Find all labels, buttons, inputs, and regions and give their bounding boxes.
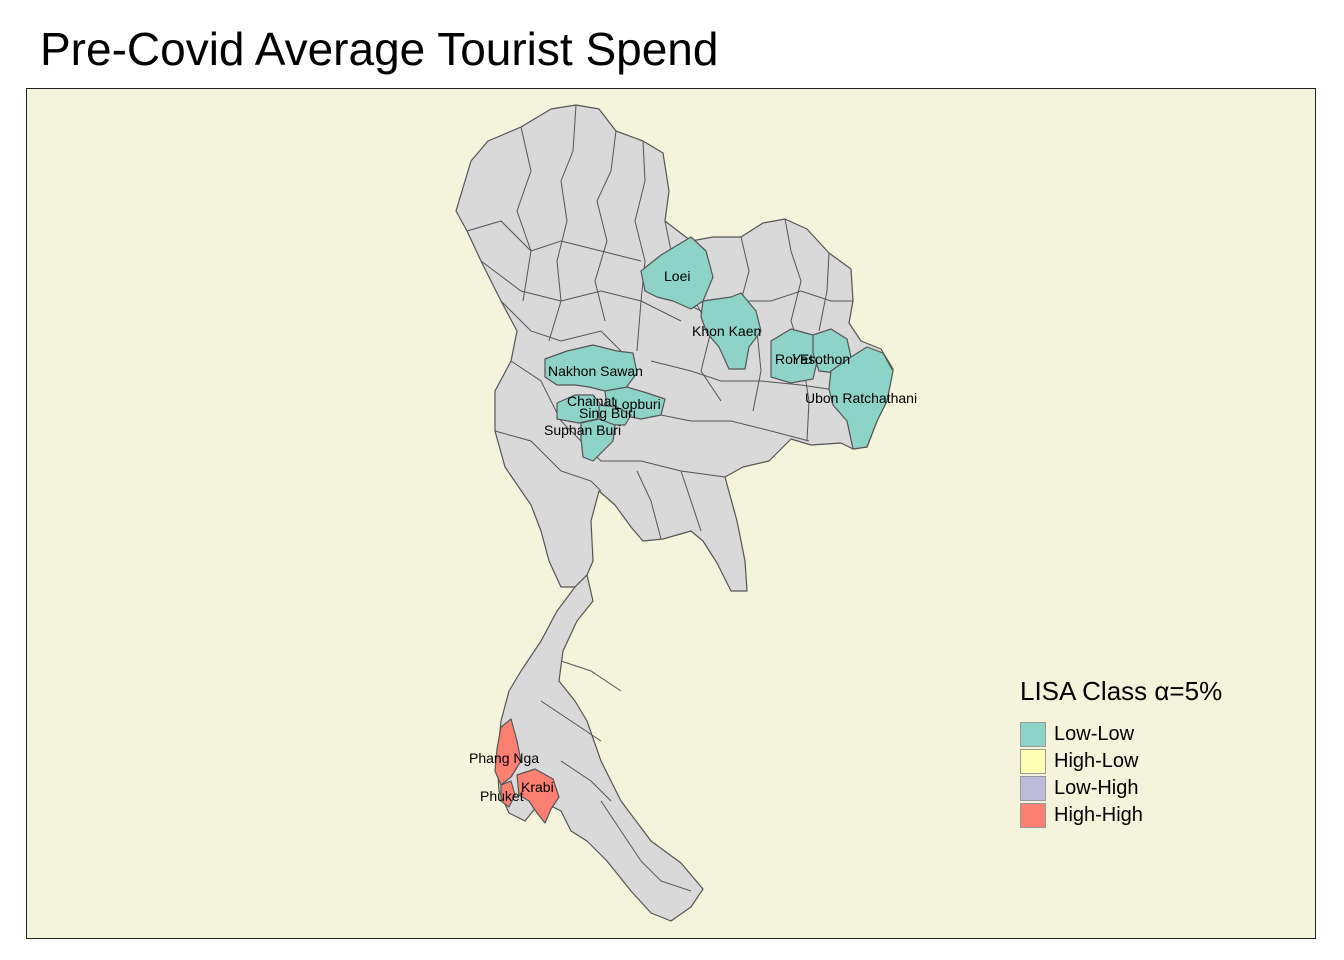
label-krabi: Krabi xyxy=(521,779,554,795)
legend-item-low-low: Low-Low xyxy=(1020,721,1270,748)
label-roi-et: Roi Et xyxy=(775,351,813,367)
label-phang-nga: Phang Nga xyxy=(469,750,539,766)
province-phang-nga xyxy=(494,718,522,786)
legend-swatch-high-low xyxy=(1020,749,1046,774)
legend-item-low-high: Low-High xyxy=(1020,775,1270,802)
legend-swatch-high-high xyxy=(1020,803,1046,828)
province-khon-kaen xyxy=(700,292,762,370)
label-lopburi: Lopburi xyxy=(614,396,661,412)
legend-label-low-high: Low-High xyxy=(1054,777,1139,799)
province-borders xyxy=(466,104,853,892)
legend-label-low-low: Low-Low xyxy=(1054,723,1135,745)
legend-item-high-low: High-Low xyxy=(1020,748,1270,775)
province-phuket xyxy=(500,780,516,808)
province-roi-et xyxy=(770,328,820,384)
label-khon-kaen: Khon Kaen xyxy=(692,323,761,339)
label-nakhon-sawan: Nakhon Sawan xyxy=(548,363,643,379)
legend-label-high-low: High-Low xyxy=(1054,750,1139,772)
label-ubon-ratchathani: Ubon Ratchathani xyxy=(805,390,917,406)
province-sing-buri xyxy=(598,404,632,426)
label-loei: Loei xyxy=(664,268,690,284)
province-krabi xyxy=(516,768,560,824)
label-sing-buri: Sing Buri xyxy=(579,405,636,421)
province-south-region xyxy=(496,574,704,922)
label-phuket: Phuket xyxy=(480,788,524,804)
legend-title: LISA Class α=5% xyxy=(1020,676,1223,706)
legend-swatch-low-low xyxy=(1020,722,1046,747)
label-chainat: Chainat xyxy=(567,393,615,409)
label-yasothon: Yasothon xyxy=(792,351,850,367)
thailand-map: Loei Khon Kaen Roi Et Yasothon Ubon Ratc… xyxy=(455,104,917,922)
label-suphan-buri: Suphan Buri xyxy=(544,422,621,438)
legend-item-high-high: High-High xyxy=(1020,802,1270,829)
legend-swatch-low-high xyxy=(1020,776,1046,801)
map-panel: Loei Khon Kaen Roi Et Yasothon Ubon Ratc… xyxy=(26,88,1316,939)
map-legend: LISA Class α=5% Low-Low High-Low Low-Hig… xyxy=(1020,676,1270,829)
legend-label-high-high: High-High xyxy=(1054,804,1143,826)
province-suphan-buri xyxy=(580,418,616,462)
map-title: Pre-Covid Average Tourist Spend xyxy=(40,23,719,75)
province-ubon-ratchathani xyxy=(828,346,894,450)
